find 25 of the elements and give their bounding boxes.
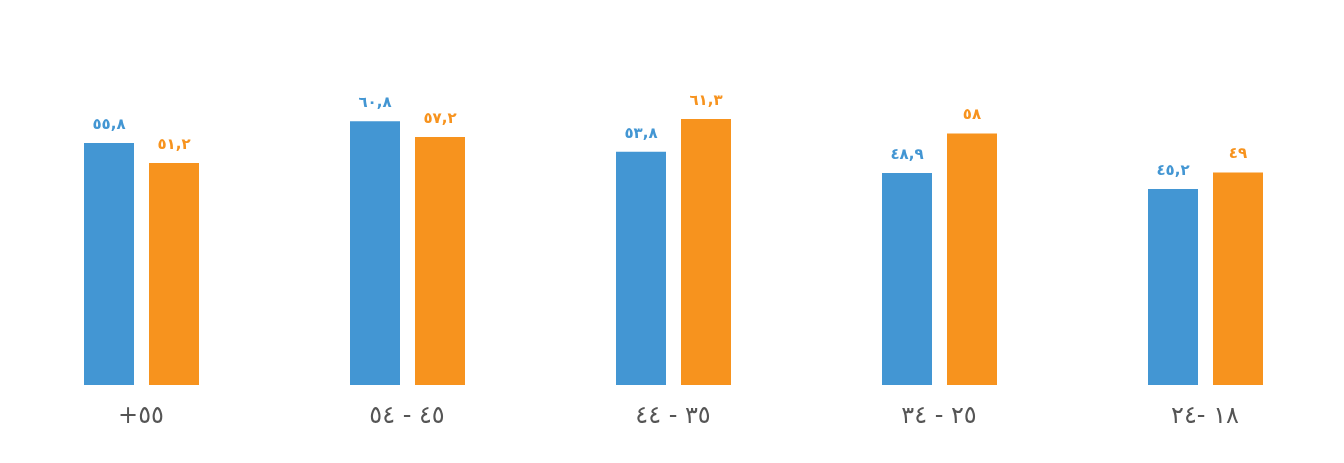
bar <box>1213 172 1263 385</box>
bar <box>947 133 997 385</box>
data-label: ٥٨ <box>962 105 982 124</box>
bar <box>149 162 199 385</box>
data-label: ٥١,٢ <box>157 134 191 153</box>
bar <box>882 172 932 385</box>
data-label: ٦١,٣ <box>689 91 723 110</box>
x-tick-label: ٥٤ - ٤٥ <box>369 401 445 429</box>
bar <box>415 136 465 385</box>
data-label: ٤٨,٩ <box>890 144 924 163</box>
x-tick-label: ٢٤- ١٨ <box>1171 401 1240 429</box>
bar <box>84 142 134 385</box>
x-tick-label: ٣٤ - ٢٥ <box>901 401 977 429</box>
data-label: ٦٠,٨ <box>358 93 392 112</box>
x-tick-label: +٥٥ <box>118 401 164 429</box>
bar <box>681 119 731 385</box>
data-label: ٥٣,٨ <box>624 123 658 142</box>
data-label: ٤٩ <box>1228 144 1248 163</box>
bar <box>1148 188 1198 385</box>
bar <box>350 121 400 385</box>
data-label: ٤٥,٢ <box>1156 160 1190 179</box>
x-tick-label: ٤٤ - ٣٥ <box>635 401 711 429</box>
data-label: ٥٧,٢ <box>423 108 457 127</box>
data-label: ٥٥,٨ <box>92 114 126 133</box>
bar <box>616 151 666 385</box>
